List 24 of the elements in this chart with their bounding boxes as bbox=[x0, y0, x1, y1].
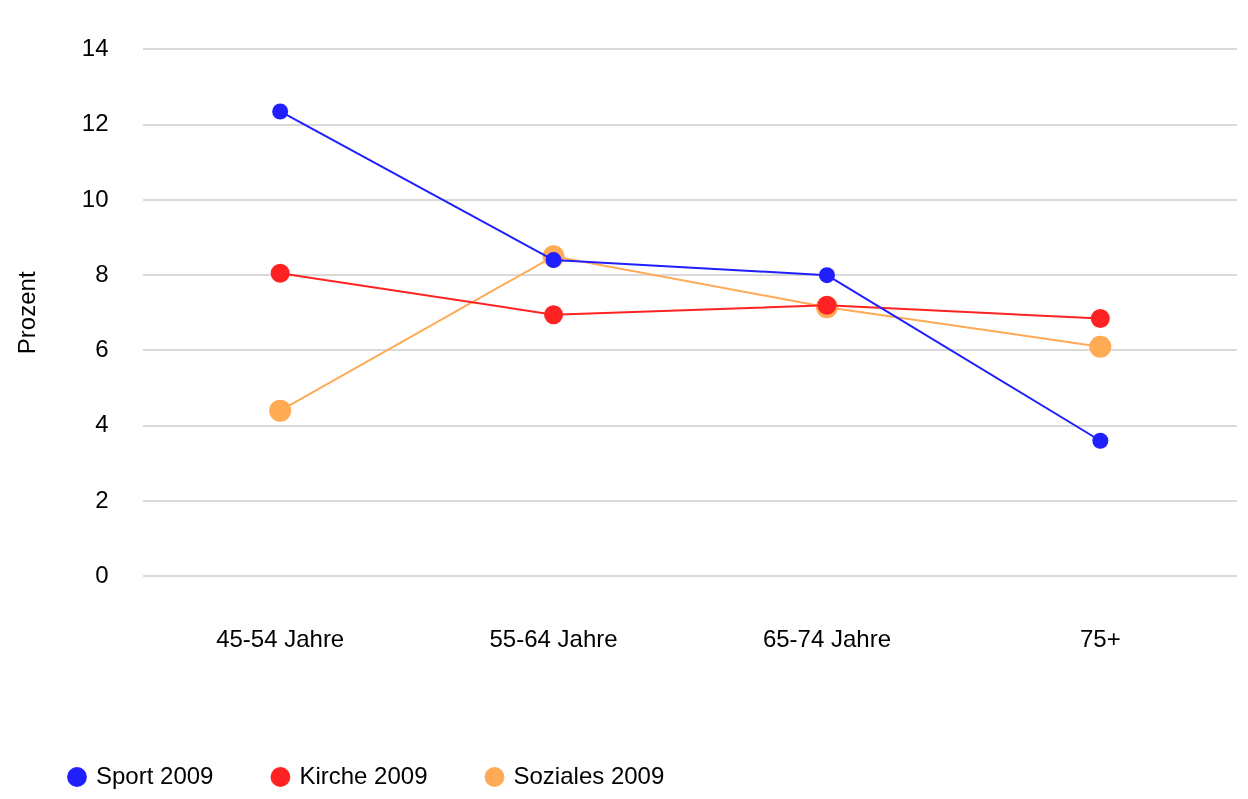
legend-label: Soziales 2009 bbox=[513, 761, 665, 789]
x-tick-label: 75+ bbox=[1079, 625, 1121, 653]
y-tick-label: 4 bbox=[95, 410, 109, 438]
y-tick-label: 10 bbox=[81, 184, 109, 212]
y-tick-label: 8 bbox=[95, 259, 109, 287]
point bbox=[1092, 432, 1109, 449]
x-tick-label: 55-64 Jahre bbox=[489, 625, 618, 653]
y-tick-label: 2 bbox=[95, 485, 109, 513]
legend-label: Sport 2009 bbox=[96, 761, 214, 789]
legend-label: Kirche 2009 bbox=[299, 761, 428, 789]
point bbox=[1089, 335, 1112, 358]
point bbox=[269, 399, 292, 422]
y-axis-title: Prozent bbox=[13, 271, 41, 355]
point bbox=[544, 305, 564, 325]
point bbox=[272, 103, 289, 120]
point bbox=[1090, 308, 1110, 328]
y-tick-label: 14 bbox=[81, 34, 109, 62]
y-tick-label: 12 bbox=[81, 109, 109, 137]
x-tick-label: 65-74 Jahre bbox=[762, 625, 891, 653]
point bbox=[818, 267, 835, 284]
point bbox=[270, 263, 290, 283]
x-tick-label: 45-54 Jahre bbox=[216, 625, 345, 653]
y-tick-label: 6 bbox=[95, 335, 109, 363]
y-tick-label: 0 bbox=[95, 560, 109, 588]
